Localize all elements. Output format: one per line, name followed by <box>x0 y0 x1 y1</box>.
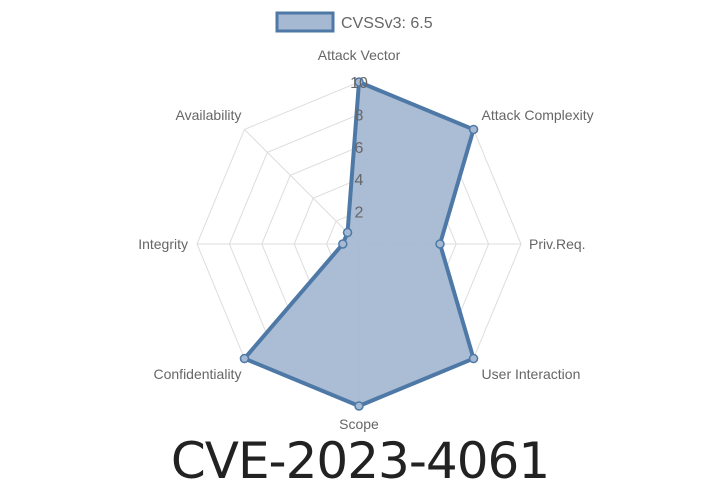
axis-label: Scope <box>339 416 379 432</box>
data-point <box>435 239 445 249</box>
data-point <box>468 124 479 135</box>
data-point <box>338 239 348 249</box>
tick-label: 6 <box>355 140 364 157</box>
tick-label: 2 <box>355 205 364 222</box>
axis-label: Integrity <box>138 236 188 252</box>
chart-title: CVE-2023-4061 <box>170 432 550 490</box>
axis-label: Priv.Req. <box>529 236 586 252</box>
axis-label: Attack Vector <box>318 47 401 63</box>
tick-label: 10 <box>350 75 368 92</box>
data-point <box>239 353 250 364</box>
data-point <box>354 401 364 411</box>
data-point <box>342 227 353 238</box>
axis-label: Attack Complexity <box>482 107 594 123</box>
axis-label: Availability <box>176 107 242 123</box>
legend-label: CVSSv3: 6.5 <box>341 15 433 32</box>
legend-swatch <box>275 11 335 33</box>
grid-spoke <box>244 129 360 245</box>
tick-label: 4 <box>355 172 364 189</box>
axis-label: Confidentiality <box>154 366 242 382</box>
data-point <box>354 77 364 87</box>
axis-label: User Interaction <box>482 366 581 382</box>
tick-label: 8 <box>355 107 364 124</box>
data-point <box>468 353 479 364</box>
